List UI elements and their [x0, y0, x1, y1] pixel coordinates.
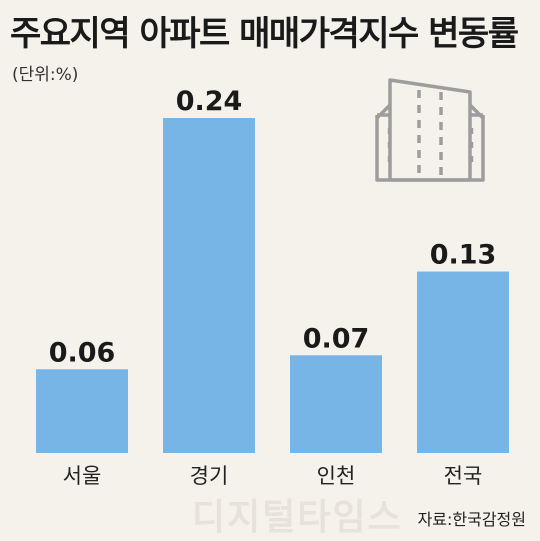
- bar-서울: [36, 369, 128, 453]
- bars-group: [36, 118, 509, 453]
- building-icon: [375, 78, 485, 182]
- bar-경기: [163, 118, 255, 453]
- category-label: 경기: [190, 464, 229, 488]
- category-label: 전국: [444, 464, 483, 488]
- bar-인천: [290, 355, 382, 453]
- category-label: 인천: [317, 464, 356, 488]
- value-label: 0.06: [49, 337, 116, 368]
- category-labels-group: 서울 경기 인천 전국: [63, 464, 483, 488]
- source-label: 자료:한국감정원: [417, 510, 526, 529]
- value-label: 0.07: [303, 323, 370, 354]
- value-label: 0.24: [176, 86, 243, 117]
- value-labels-group: 0.06 0.24 0.07 0.13: [49, 86, 497, 368]
- bar-전국: [417, 271, 509, 453]
- value-label: 0.13: [430, 240, 497, 271]
- category-label: 서울: [63, 464, 102, 488]
- watermark: 디지털타임스: [192, 497, 403, 538]
- chart-title: 주요지역 아파트 매매가격지수 변동률: [10, 14, 519, 54]
- unit-label: (단위:%): [12, 65, 79, 85]
